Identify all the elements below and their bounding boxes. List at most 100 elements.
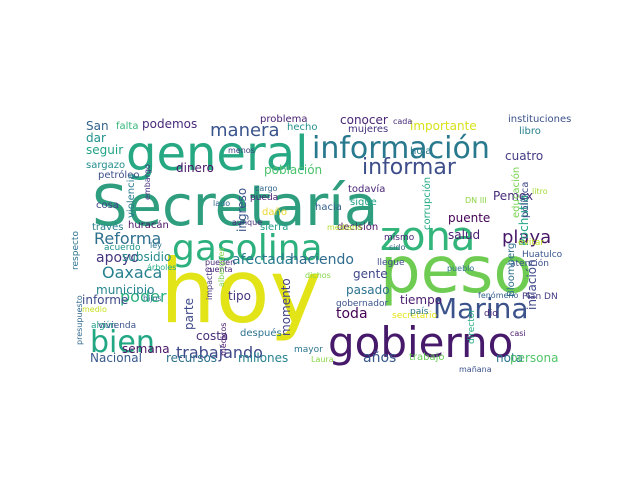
cloud-word: nota <box>496 351 523 365</box>
cloud-word: sido <box>389 243 405 252</box>
cloud-word: trabajo <box>409 352 445 363</box>
cloud-word: cuenta <box>205 265 233 274</box>
cloud-word: conocer <box>340 113 388 127</box>
cloud-word: trabajando <box>176 343 263 362</box>
cloud-word: huracán <box>128 219 169 231</box>
cloud-word: medio <box>82 305 107 314</box>
cloud-word: Bloomberg <box>506 243 517 297</box>
cloud-word: después <box>240 327 282 339</box>
cloud-word: puente <box>448 211 490 225</box>
cloud-word: embargo <box>143 164 152 200</box>
cloud-word: subsidio <box>122 250 171 264</box>
cloud-word: general <box>126 126 308 182</box>
cloud-word: poder <box>120 287 167 306</box>
cloud-word: gasolina <box>172 228 323 269</box>
cloud-word: Reforma <box>94 229 161 248</box>
cloud-word: Oaxaca <box>102 263 162 282</box>
cloud-word: cuatro <box>505 149 543 163</box>
cloud-word: gobernador <box>336 299 388 309</box>
cloud-word: problema <box>260 114 308 125</box>
cloud-word: secretario <box>392 311 437 321</box>
cloud-word: tipo <box>228 289 251 303</box>
cloud-word: dio <box>484 309 498 319</box>
cloud-word: albergues <box>217 247 226 287</box>
cloud-word: árboles <box>147 263 176 272</box>
cloud-word: hecho <box>287 122 317 133</box>
cloud-word: salud <box>448 228 480 242</box>
cloud-word: información <box>312 131 490 166</box>
cloud-word: educación <box>510 167 522 218</box>
cloud-word: ley <box>150 241 162 250</box>
cloud-word: afectada <box>232 252 293 268</box>
cloud-word: aunque <box>232 218 262 227</box>
cloud-word: sigue <box>350 197 377 208</box>
cloud-word: corrupción <box>421 177 433 230</box>
cloud-word: persona <box>510 351 559 365</box>
cloud-word: podemos <box>142 117 197 131</box>
cloud-word: pueblo <box>447 264 474 273</box>
cloud-word: hacia <box>315 202 342 213</box>
cloud-word: población <box>264 163 322 177</box>
cloud-word: falta <box>116 121 138 132</box>
cloud-word: costa <box>196 329 228 343</box>
cloud-word: decisión <box>337 221 378 233</box>
cloud-word: casi <box>510 329 526 338</box>
cloud-word: Nacional <box>90 351 142 365</box>
cloud-word: inflación <box>525 259 539 310</box>
cloud-word: municipio <box>96 283 154 297</box>
cloud-word: fenómeno <box>478 290 518 300</box>
cloud-word: política <box>519 182 531 218</box>
cloud-word: director <box>467 309 477 344</box>
cloud-word: acuerdo <box>104 243 141 253</box>
cloud-word: Plan DN <box>522 292 558 302</box>
cloud-word: pueda <box>250 193 278 203</box>
cloud-word: gobierno <box>328 318 513 367</box>
cloud-word: hijos <box>143 294 162 303</box>
cloud-word: pasado <box>346 283 390 297</box>
cloud-word: momento <box>279 278 293 336</box>
cloud-word: impacto <box>205 267 214 300</box>
cloud-word: bien <box>90 325 155 360</box>
cloud-word: dar <box>86 131 106 145</box>
cloud-word: médicos <box>218 323 228 356</box>
cloud-word: violencia <box>126 174 137 219</box>
cloud-word: sierra <box>260 222 288 233</box>
cloud-word: playa <box>502 227 551 248</box>
cloud-word: apoyo <box>96 250 139 266</box>
cloud-word: Secretaría <box>92 174 378 239</box>
cloud-word: ingreso <box>235 188 249 232</box>
cloud-word: peso <box>380 234 533 308</box>
cloud-word: informar <box>362 155 457 180</box>
cloud-word: libro <box>519 126 541 137</box>
cloud-word: DN III <box>465 196 487 205</box>
cloud-word: dinero <box>176 161 214 175</box>
cloud-word: Marina <box>433 292 529 325</box>
cloud-word: evitar <box>518 238 544 248</box>
cloud-word: hoy <box>160 240 322 343</box>
cloud-word: Laura <box>311 355 334 364</box>
cloud-word: mayor <box>294 345 323 355</box>
cloud-word: haciendo <box>290 252 354 268</box>
cloud-word: lado <box>213 199 230 208</box>
cloud-word: pueden <box>205 258 235 267</box>
cloud-word: mediano <box>327 223 362 232</box>
cloud-word: Pochutla <box>517 195 531 246</box>
cloud-word: recursos <box>166 351 217 365</box>
cloud-word: dichos <box>305 271 331 280</box>
cloud-word: semana <box>122 342 170 356</box>
cloud-word: cada <box>393 117 412 126</box>
cloud-word: mañana <box>459 365 492 374</box>
cloud-word: San <box>86 119 109 133</box>
cloud-word: mujeres <box>348 124 388 135</box>
cloud-word: litro <box>532 187 548 196</box>
cloud-word: país <box>410 307 429 317</box>
cloud-word: informe <box>82 293 128 307</box>
cloud-word: respecto <box>71 231 81 270</box>
cloud-word: tiempo <box>400 293 442 307</box>
cloud-word: menos <box>228 146 255 155</box>
cloud-word: zona <box>380 214 475 260</box>
cloud-word: parte <box>182 298 196 330</box>
cloud-word: hoja <box>410 146 431 157</box>
cloud-word: instituciones <box>508 114 571 125</box>
cloud-word: petróleo <box>98 169 139 181</box>
